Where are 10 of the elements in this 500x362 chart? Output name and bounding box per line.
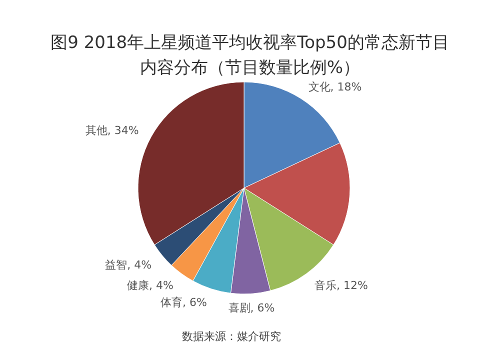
slice-label: 健康, 4%	[127, 278, 174, 292]
slice-label: 益智, 4%	[105, 258, 152, 272]
chart-subtitle: 内容分布（节目数量比例%）	[140, 58, 360, 78]
source-note: 数据来源：媒介研究	[182, 330, 281, 343]
slice-label: 音乐, 12%	[314, 278, 368, 292]
slice-label: 文化, 18%	[308, 80, 362, 94]
slice-label: 喜剧, 6%	[228, 302, 275, 315]
slice-label: 其他, 34%	[85, 124, 139, 138]
slice-label: 体育, 6%	[160, 296, 207, 309]
chart-title: 图9 2018年上星频道平均收视率Top50的常态新节目	[50, 33, 450, 53]
